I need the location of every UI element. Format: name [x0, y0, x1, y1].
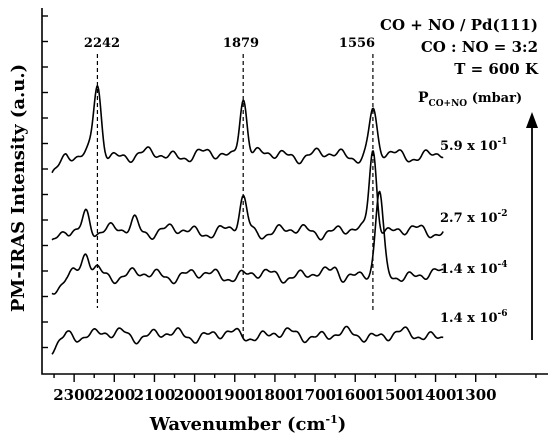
- pressure-label-5.9e-1: 5.9 x 10-1: [440, 137, 508, 154]
- peak-label-1879: 1879: [223, 36, 259, 51]
- x-tick-label-2100: 2100: [134, 386, 176, 404]
- spectrum-trace-1: [51, 190, 444, 295]
- pressure-label-1.4e-4: 1.4 x 10-4: [440, 260, 508, 277]
- pressure-axis-label: PCO+NO (mbar): [418, 90, 522, 109]
- peak-label-1556: 1556: [339, 36, 375, 51]
- peak-markers: [96, 54, 374, 340]
- axis-frame: [41, 8, 548, 375]
- annotation-ratio: CO : NO = 3:2: [421, 38, 538, 56]
- x-axis-title: Wavenumber (cm-1): [149, 413, 347, 435]
- x-axis-ticks: 2300220021002000190018001700160015001400…: [53, 374, 537, 404]
- x-tick-label-1500: 1500: [375, 386, 417, 404]
- x-tick-label-2200: 2200: [93, 386, 135, 404]
- pressure-arrow: [526, 112, 538, 340]
- x-tick-label-1700: 1700: [294, 386, 336, 404]
- pressure-label-2.7e-2: 2.7 x 10-2: [440, 209, 508, 226]
- x-tick-label-1900: 1900: [214, 386, 256, 404]
- spectrum-traces: [51, 85, 444, 355]
- spectrum-trace-2: [51, 150, 444, 241]
- x-tick-label-1400: 1400: [415, 386, 457, 404]
- x-tick-label-1800: 1800: [254, 386, 296, 404]
- annotation-temperature: T = 600 K: [454, 60, 539, 78]
- chart-axes: [41, 8, 548, 375]
- pressure-label-1.4e-6: 1.4 x 10-6: [440, 309, 508, 326]
- spectrum-trace-3: [51, 85, 444, 174]
- peak-label-2242: 2242: [84, 36, 120, 51]
- spectrum-trace-0: [51, 325, 444, 355]
- x-tick-label-2000: 2000: [174, 386, 216, 404]
- annotation-system: CO + NO / Pd(111): [380, 16, 538, 34]
- x-tick-label-1600: 1600: [334, 386, 376, 404]
- x-tick-label-1300: 1300: [455, 386, 497, 404]
- y-axis-title: PM-IRAS Intensity (a.u.): [8, 64, 29, 312]
- x-tick-label-2300: 2300: [53, 386, 95, 404]
